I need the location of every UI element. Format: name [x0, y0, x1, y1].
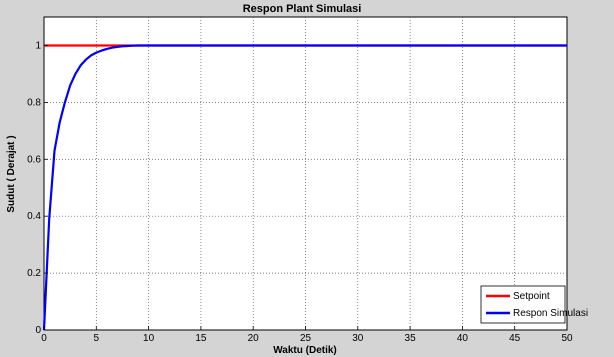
y-tick-label: 0 [35, 325, 41, 336]
grid [44, 17, 567, 330]
y-axis-ticks: 0 0.2 0.4 0.6 0.8 1 [27, 40, 48, 336]
y-tick-label: 0.4 [27, 211, 41, 222]
chart-title: Respon Plant Simulasi [243, 3, 362, 15]
x-tick-label: 10 [143, 333, 155, 344]
x-tick-label: 30 [352, 333, 364, 344]
x-tick-label: 15 [195, 333, 207, 344]
y-axis-label: Sudut ( Derajat ) [6, 135, 17, 212]
legend: Setpoint Respon Simulasi [480, 285, 588, 324]
legend-label-setpoint: Setpoint [513, 291, 550, 302]
x-axis-ticks: 0 5 10 15 20 25 30 35 40 45 50 [41, 326, 573, 344]
x-tick-label: 5 [94, 333, 100, 344]
series-line-respon-simulasi [42, 44, 567, 331]
x-tick-label: 0 [41, 333, 47, 344]
x-tick-label: 35 [405, 333, 417, 344]
legend-box [480, 285, 566, 324]
y-tick-label: 0.2 [27, 268, 41, 279]
y-tick-label: 1 [35, 40, 41, 51]
x-tick-label: 20 [248, 333, 260, 344]
x-tick-label: 25 [300, 333, 312, 344]
x-axis-label: Waktu (Detik) [273, 345, 337, 356]
y-tick-label: 0.6 [27, 154, 41, 165]
x-tick-label: 40 [457, 333, 469, 344]
y-tick-label: 0.8 [27, 97, 41, 108]
x-tick-label: 45 [509, 333, 521, 344]
legend-label-respon-simulasi: Respon Simulasi [513, 308, 588, 319]
series-layer [42, 44, 567, 331]
x-tick-label: 50 [561, 333, 573, 344]
